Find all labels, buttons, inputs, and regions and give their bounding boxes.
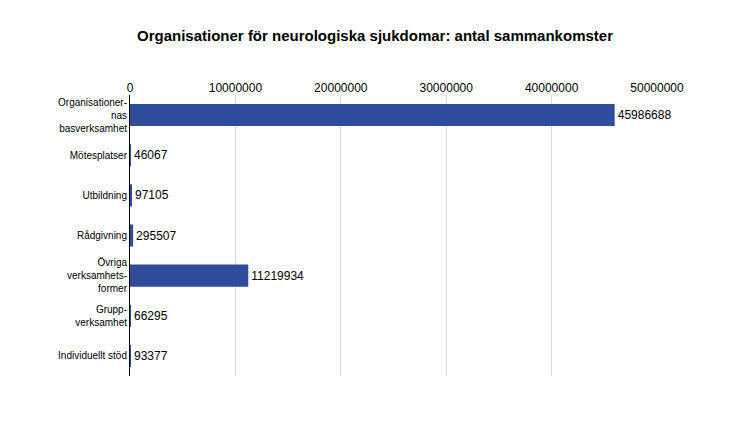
svg-text:295507: 295507 xyxy=(136,229,176,243)
svg-text:50000000: 50000000 xyxy=(630,81,684,95)
svg-text:Organisationer-nasbasverksamhe: Organisationer-nasbasverksamhet xyxy=(58,97,127,134)
svg-text:66295: 66295 xyxy=(134,309,168,323)
svg-text:Utbildning: Utbildning xyxy=(83,190,127,201)
svg-text:10000000: 10000000 xyxy=(209,81,263,95)
svg-text:30000000: 30000000 xyxy=(420,81,474,95)
svg-text:Rådgivning: Rådgivning xyxy=(77,230,127,241)
svg-text:93377: 93377 xyxy=(134,349,168,363)
svg-text:0: 0 xyxy=(127,81,134,95)
svg-text:Individuellt stöd: Individuellt stöd xyxy=(58,350,127,361)
svg-text:Mötesplatser: Mötesplatser xyxy=(70,150,128,161)
svg-text:46067: 46067 xyxy=(134,148,168,162)
svg-text:40000000: 40000000 xyxy=(525,81,579,95)
svg-text:20000000: 20000000 xyxy=(314,81,368,95)
svg-text:97105: 97105 xyxy=(135,188,169,202)
svg-text:Grupp-verksamhet: Grupp-verksamhet xyxy=(75,304,127,328)
svg-text:Övrigaverksamhets-former: Övrigaverksamhets-former xyxy=(67,257,128,294)
svg-text:11219934: 11219934 xyxy=(251,269,304,283)
svg-text:45986688: 45986688 xyxy=(618,108,672,122)
svg-text:Organisationer för neurologisk: Organisationer för neurologiska sjukdoma… xyxy=(137,27,613,44)
